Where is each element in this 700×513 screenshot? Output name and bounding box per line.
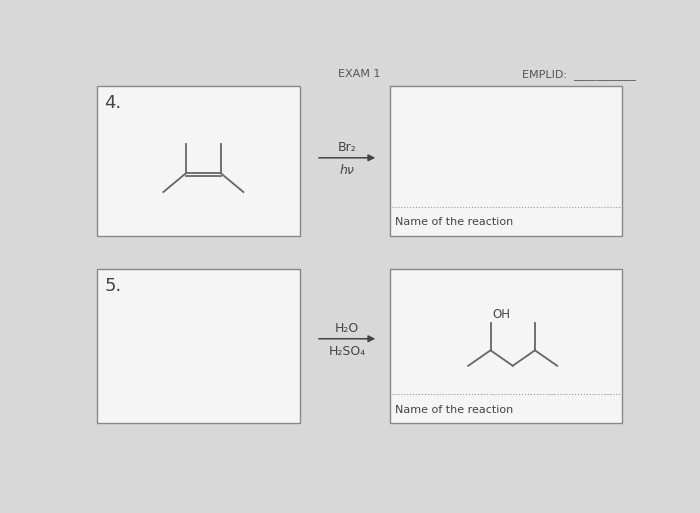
Text: 4.: 4. [104, 94, 122, 112]
Text: EMPLID:  ___________: EMPLID: ___________ [522, 69, 636, 80]
Text: EXAM 1: EXAM 1 [337, 69, 380, 80]
Bar [97, 86, 300, 236]
Text: Name of the reaction: Name of the reaction [395, 405, 513, 415]
Text: H₂O: H₂O [335, 322, 359, 336]
Bar [390, 269, 622, 423]
Text: Name of the reaction: Name of the reaction [395, 218, 513, 227]
Text: hν: hν [340, 164, 355, 176]
Text: Br₂: Br₂ [337, 141, 356, 154]
Bar [97, 269, 300, 423]
Text: 5.: 5. [104, 277, 122, 295]
Bar [390, 86, 622, 236]
Text: OH: OH [492, 308, 510, 321]
Text: H₂SO₄: H₂SO₄ [328, 345, 365, 358]
